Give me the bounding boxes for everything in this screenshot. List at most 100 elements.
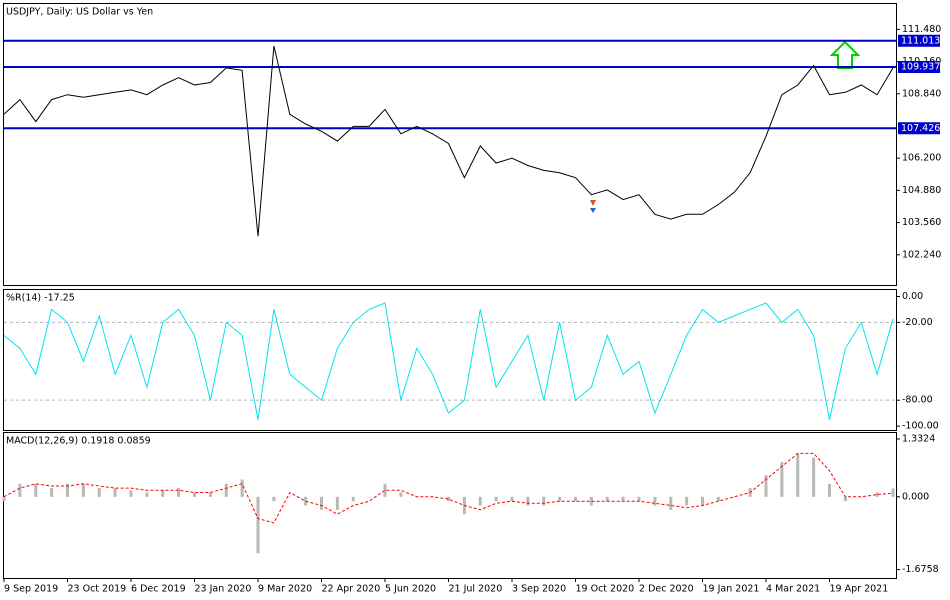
level-label-box (898, 61, 940, 74)
histogram-bar (320, 496, 323, 510)
trade-icon (590, 200, 596, 206)
histogram-bar (621, 496, 625, 502)
histogram-bar (256, 496, 260, 554)
series-line (3, 45, 894, 237)
x-tick-label: 23 Jan 2020 (195, 584, 252, 595)
histogram-bar (177, 488, 181, 497)
x-tick-label: 19 Apr 2021 (830, 584, 889, 595)
series-line (3, 452, 894, 524)
histogram-bar (335, 496, 339, 510)
histogram-bar (812, 457, 816, 497)
histogram-bar (272, 496, 276, 502)
histogram-bar (859, 496, 863, 498)
histogram-bar (891, 488, 895, 497)
histogram-bar (796, 453, 800, 497)
histogram-bar (732, 496, 736, 498)
x-tick-label: 19 Oct 2020 (576, 584, 635, 595)
histogram-bar (589, 496, 593, 506)
y-tick-label: 104.880 (902, 185, 941, 196)
y-tick-label: -1.6758 (902, 564, 939, 575)
y-tick-label: 111.480 (902, 24, 941, 35)
histogram-bar (129, 490, 133, 497)
level-label-box (898, 34, 940, 47)
histogram-bar (764, 475, 768, 497)
histogram-bar (18, 483, 22, 497)
histogram-bar (304, 496, 308, 506)
indicator-title: MACD(12,26,9) 0.1918 0.0859 (6, 436, 151, 447)
histogram-bar (637, 496, 641, 502)
y-tick-label: 0.000 (902, 491, 929, 502)
x-tick-label: 19 Jan 2021 (703, 584, 760, 595)
chart-title: USDJPY, Daily: US Dollar vs Yen (6, 7, 153, 18)
price-pane (3, 3, 897, 286)
y-tick-label: -100.00 (902, 421, 939, 432)
y-tick-label: 103.560 (902, 217, 941, 228)
x-tick-label: 22 Apr 2020 (322, 584, 381, 595)
level-label: 109.937 (901, 62, 940, 73)
x-tick-label: 9 Sep 2019 (4, 584, 58, 595)
histogram-bar (875, 492, 879, 497)
histogram-bar (716, 496, 720, 502)
histogram-bar (685, 496, 689, 506)
histogram-bar (193, 492, 196, 497)
x-tick-label: 4 Mar 2021 (766, 584, 820, 595)
y-tick-label: 1.3324 (902, 433, 935, 444)
histogram-bar (34, 483, 38, 497)
x-tick-label: 6 Dec 2019 (131, 584, 186, 595)
histogram-bar (542, 496, 546, 506)
histogram-bar (701, 496, 704, 506)
histogram-bar (843, 496, 847, 502)
indicator-title: %R(14) -17.25 (6, 293, 75, 304)
histogram-bar (351, 496, 355, 502)
y-tick-label: -80.00 (902, 395, 933, 406)
macd-pane (3, 432, 897, 579)
histogram-bar (828, 483, 831, 497)
histogram-bar (447, 496, 450, 502)
histogram-bar (653, 496, 657, 506)
histogram-bar (605, 496, 609, 502)
histogram-bar (145, 492, 149, 497)
trade-icon (590, 208, 596, 213)
histogram-bar (288, 496, 292, 498)
x-tick-label: 9 Mar 2020 (258, 584, 312, 595)
level-label: 111.013 (901, 35, 940, 46)
histogram-bar (478, 496, 482, 506)
histogram-bar (113, 488, 117, 497)
histogram-bar (224, 483, 228, 497)
histogram-bar (161, 490, 165, 497)
histogram-bar (669, 496, 673, 510)
up-arrow-icon (829, 40, 861, 69)
y-tick-label: 108.840 (902, 88, 941, 99)
series-line (3, 302, 894, 420)
histogram-bar (97, 488, 101, 497)
level-label: 107.426 (901, 123, 940, 134)
histogram-bar (494, 496, 498, 502)
histogram-bar (780, 462, 784, 497)
x-tick-label: 3 Sep 2020 (512, 584, 566, 595)
x-tick-label: 21 Jul 2020 (449, 584, 503, 595)
histogram-bar (81, 483, 85, 497)
histogram-bar (66, 483, 69, 497)
histogram-bar (367, 496, 371, 498)
wpr-pane (3, 289, 897, 431)
x-tick-label: 2 Dec 2020 (639, 584, 694, 595)
y-tick-label: 0.00 (902, 291, 923, 302)
histogram-bar (399, 492, 403, 497)
histogram-bar (50, 488, 54, 497)
x-tick-label: 23 Oct 2019 (68, 584, 127, 595)
y-tick-label: -20.00 (902, 317, 933, 328)
histogram-bar (574, 496, 577, 502)
histogram-bar (558, 496, 562, 502)
y-tick-label: 106.200 (902, 153, 941, 164)
histogram-bar (510, 496, 514, 502)
histogram-bar (526, 496, 530, 506)
histogram-bar (240, 479, 244, 497)
y-tick-label: 102.240 (902, 249, 941, 260)
histogram-bar (208, 492, 212, 497)
histogram-bar (2, 496, 6, 502)
histogram-bar (383, 483, 387, 497)
level-label-box (898, 122, 940, 135)
x-tick-label: 5 Jun 2020 (385, 584, 436, 595)
